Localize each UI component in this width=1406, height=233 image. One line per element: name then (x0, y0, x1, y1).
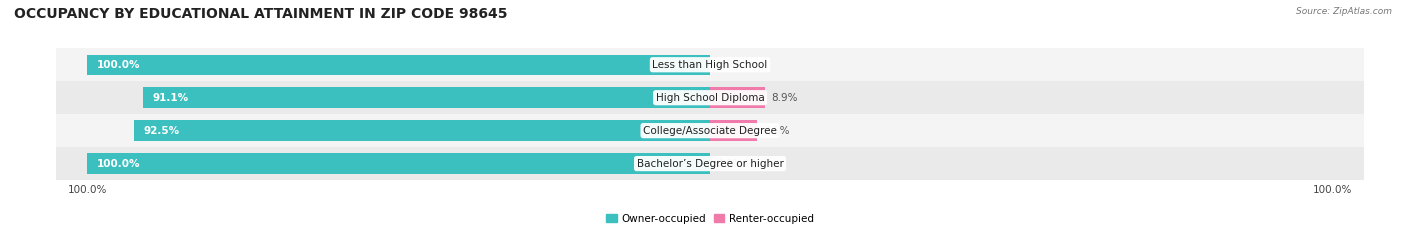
Text: 0.0%: 0.0% (716, 159, 742, 169)
Text: 100.0%: 100.0% (97, 60, 141, 70)
Text: 92.5%: 92.5% (143, 126, 180, 136)
Bar (87, 153, 710, 174)
Text: 7.5%: 7.5% (763, 126, 789, 136)
Bar (56, 48, 1364, 81)
Text: Source: ZipAtlas.com: Source: ZipAtlas.com (1296, 7, 1392, 16)
Text: 0.0%: 0.0% (716, 60, 742, 70)
Text: High School Diploma: High School Diploma (655, 93, 765, 103)
Legend: Owner-occupied, Renter-occupied: Owner-occupied, Renter-occupied (602, 209, 818, 228)
Text: 8.9%: 8.9% (772, 93, 799, 103)
Bar (134, 120, 710, 141)
Bar (56, 147, 1364, 180)
Text: Less than High School: Less than High School (652, 60, 768, 70)
Bar (143, 87, 710, 108)
Bar (56, 81, 1364, 114)
Bar (710, 87, 765, 108)
Bar (87, 55, 710, 75)
Text: 91.1%: 91.1% (152, 93, 188, 103)
Text: 100.0%: 100.0% (97, 159, 141, 169)
Bar (710, 120, 756, 141)
Text: Bachelor’s Degree or higher: Bachelor’s Degree or higher (637, 159, 783, 169)
Text: OCCUPANCY BY EDUCATIONAL ATTAINMENT IN ZIP CODE 98645: OCCUPANCY BY EDUCATIONAL ATTAINMENT IN Z… (14, 7, 508, 21)
Bar (56, 114, 1364, 147)
Text: College/Associate Degree: College/Associate Degree (643, 126, 778, 136)
